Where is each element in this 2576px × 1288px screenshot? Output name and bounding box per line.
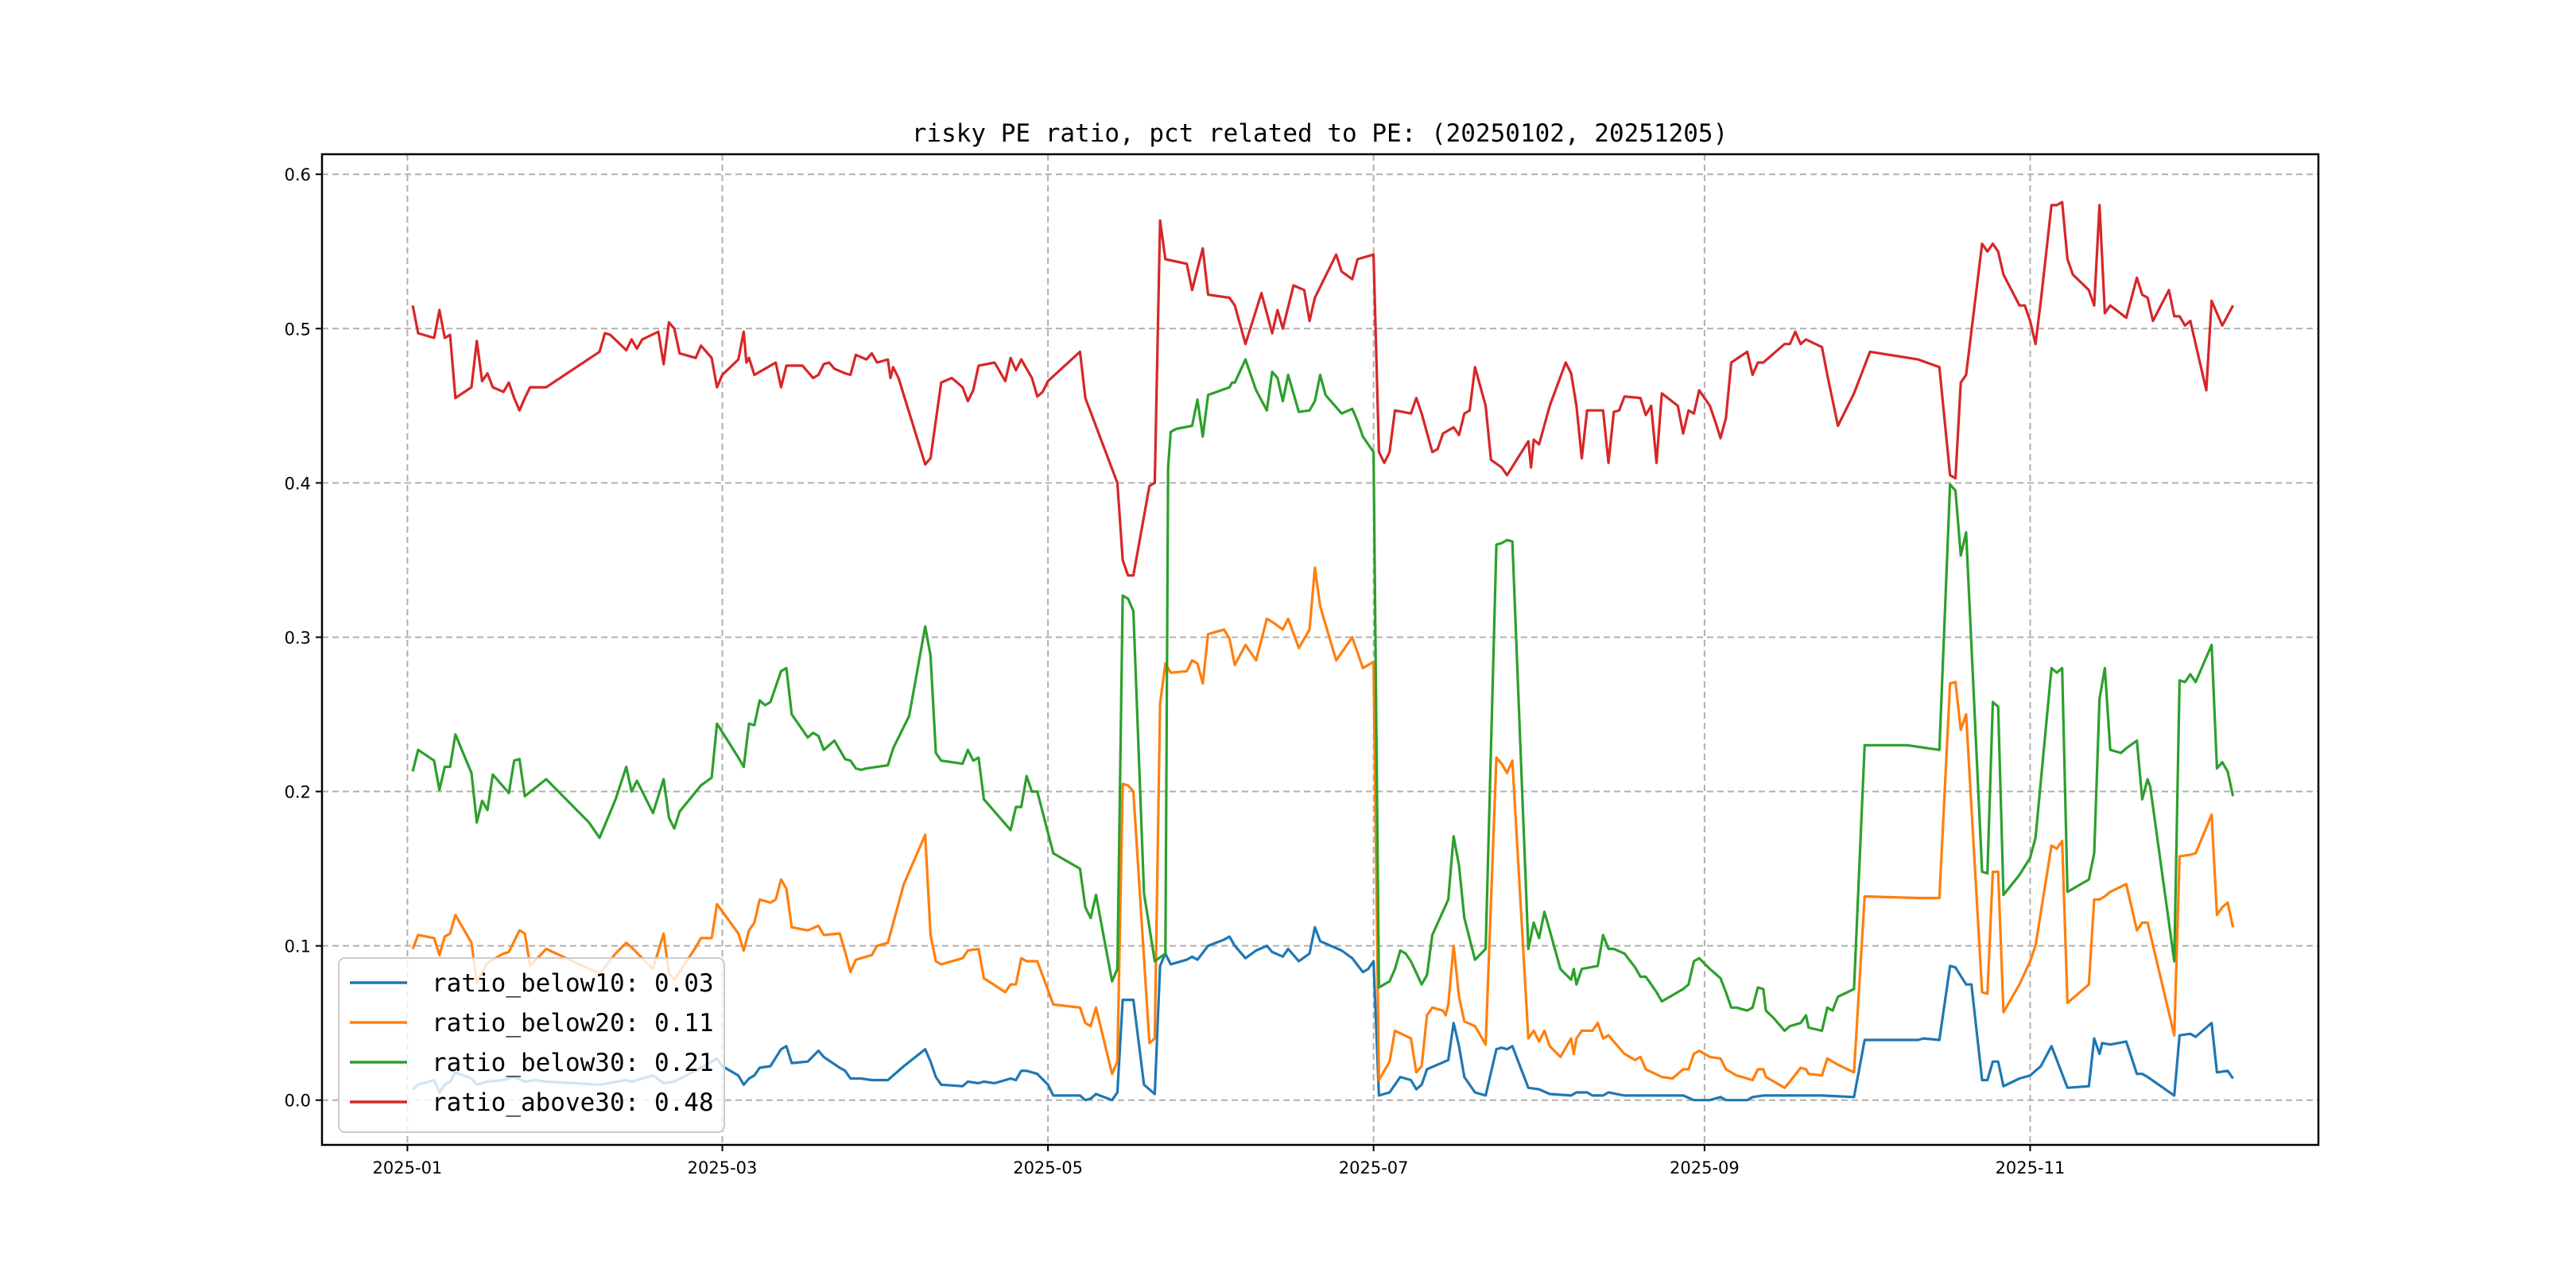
- y-tick-label: 0.2: [285, 783, 311, 802]
- plot-frame: [320, 153, 2320, 1146]
- y-tick-label: 0.3: [285, 628, 311, 647]
- legend-box: [338, 957, 725, 1133]
- series-line-ratio-below10: [412, 925, 2234, 1102]
- series-line-ratio-above30: [411, 200, 2235, 577]
- legend-label: ratio_below10: 0.03: [432, 969, 714, 998]
- y-tick-label: 0.4: [285, 474, 311, 493]
- axes: [316, 153, 2320, 1151]
- y-tick-label: 0.0: [285, 1092, 311, 1111]
- x-tick-label: 2025-07: [1339, 1158, 1409, 1177]
- legend-label: ratio_above30: 0.48: [432, 1088, 714, 1117]
- series-line-ratio-below30: [411, 358, 2235, 1033]
- x-tick-label: 2025-01: [373, 1158, 443, 1177]
- x-tick-label: 2025-03: [688, 1158, 758, 1177]
- legend-label: ratio_below30: 0.21: [432, 1049, 714, 1077]
- series-lines: [411, 200, 2235, 1102]
- legend: ratio_below10: 0.03 ratio_below20: 0.11 ra…: [338, 957, 725, 1133]
- x-tick-label: 2025-09: [1670, 1158, 1740, 1177]
- x-tick-label: 2025-11: [1996, 1158, 2066, 1177]
- y-tick-label: 0.5: [285, 320, 311, 339]
- legend-label: ratio_below20: 0.11: [432, 1009, 714, 1038]
- series-line-ratio-below20: [411, 566, 2235, 1089]
- tick-labels: 0.0 0.1 0.2 0.3 0.4 0.5 0.6 2025-01 2025-03 2025-…: [285, 165, 2066, 1177]
- x-tick-label: 2025-05: [1013, 1158, 1083, 1177]
- chart-title: risky PE ratio, pct related to PE: (2025…: [912, 119, 1728, 148]
- y-tick-label: 0.1: [285, 937, 311, 956]
- y-tick-label: 0.6: [285, 165, 311, 184]
